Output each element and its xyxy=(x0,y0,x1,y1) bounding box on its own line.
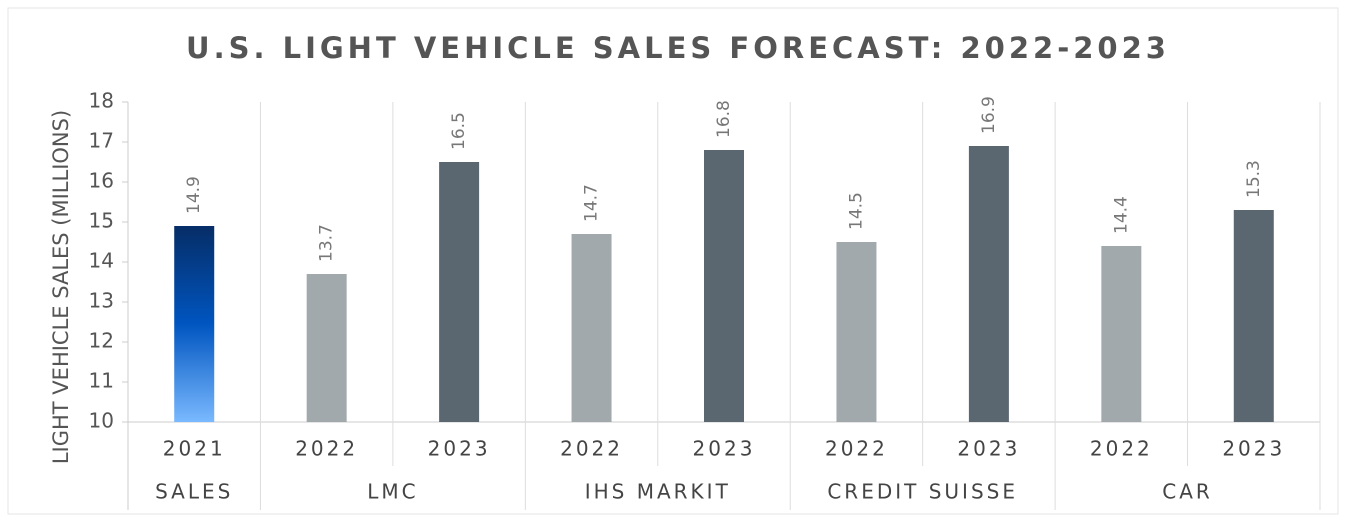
group-label: SALES xyxy=(155,480,233,504)
x-tick-label: 2022 xyxy=(1090,437,1153,461)
y-tick-label: 18 xyxy=(89,89,114,113)
y-tick-label: 17 xyxy=(89,129,114,153)
y-tick-label: 12 xyxy=(89,329,114,353)
value-label: 15.3 xyxy=(1244,160,1264,198)
value-label: 14.5 xyxy=(846,192,866,230)
y-tick-label: 10 xyxy=(89,409,114,433)
y-tick-label: 16 xyxy=(89,169,114,193)
group-label: IHS MARKIT xyxy=(585,480,731,504)
x-tick-label: 2023 xyxy=(1222,437,1285,461)
x-tick-label: 2022 xyxy=(560,437,623,461)
x-tick-label: 2023 xyxy=(957,437,1020,461)
bar xyxy=(1101,246,1142,422)
y-axis-label: LIGHT VEHICLE SALES (MILLIONS) xyxy=(49,110,73,464)
group-label: CREDIT SUISSE xyxy=(827,480,1018,504)
x-tick-label: 2022 xyxy=(295,437,358,461)
bar xyxy=(1233,210,1274,422)
x-tick-label: 2021 xyxy=(163,437,226,461)
group-label: LMC xyxy=(367,480,418,504)
bar xyxy=(306,274,347,422)
y-tick-label: 15 xyxy=(89,209,114,233)
value-label: 14.9 xyxy=(184,176,204,214)
y-tick-label: 13 xyxy=(89,289,114,313)
frame xyxy=(7,7,1339,515)
x-tick-label: 2022 xyxy=(825,437,888,461)
bar xyxy=(439,162,480,422)
group-label: CAR xyxy=(1162,480,1213,504)
bar xyxy=(571,234,612,422)
x-tick-label: 2023 xyxy=(428,437,491,461)
chart-title: U.S. LIGHT VEHICLE SALES FORECAST: 2022-… xyxy=(186,31,1170,65)
value-label: 16.9 xyxy=(979,96,999,134)
bar xyxy=(836,242,877,422)
bar xyxy=(704,150,744,422)
x-tick-label: 2023 xyxy=(693,437,756,461)
value-label: 14.7 xyxy=(582,184,602,222)
value-label: 16.5 xyxy=(449,112,469,150)
bar xyxy=(174,226,215,422)
value-label: 16.8 xyxy=(714,100,734,138)
y-tick-label: 14 xyxy=(89,249,114,273)
bar xyxy=(968,146,1009,422)
value-label: 13.7 xyxy=(317,224,337,262)
value-label: 14.4 xyxy=(1111,196,1131,234)
y-tick-label: 11 xyxy=(89,369,114,393)
